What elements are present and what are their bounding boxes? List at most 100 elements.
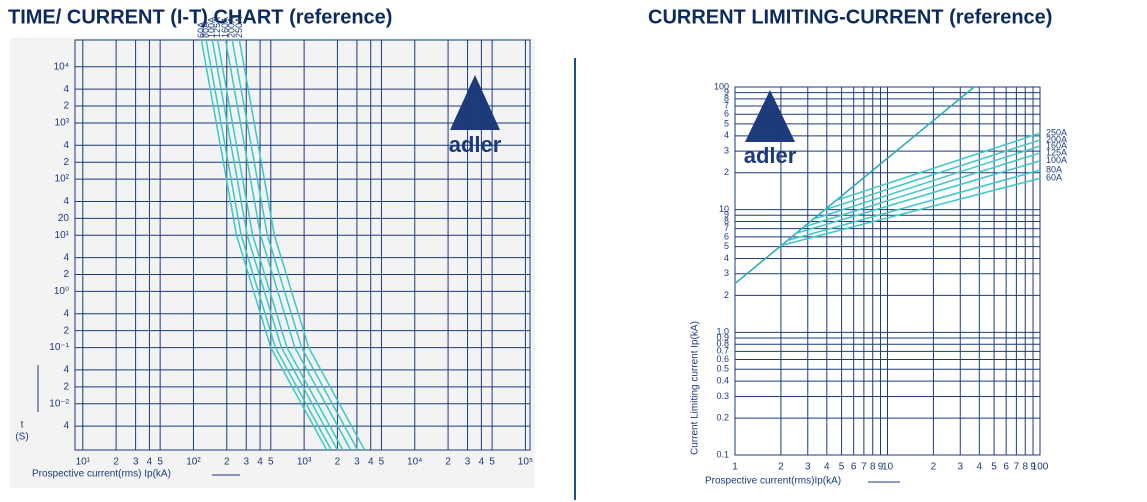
chart-title: TIME/ CURRENT (I-T) CHART (reference): [8, 6, 392, 28]
y-tick-label: 1.0: [716, 327, 729, 337]
series-line: [823, 139, 1041, 211]
y-tick-label: 4: [63, 421, 69, 432]
y-axis-unit: (S): [15, 432, 28, 443]
y-tick-label: 0.3: [716, 391, 729, 401]
x-tick-label: 5: [157, 457, 163, 468]
x-tick-label: 3: [957, 462, 963, 473]
y-axis-label: t: [21, 420, 24, 431]
y-tick-label: 4: [63, 308, 69, 319]
y-tick-label: 10: [719, 204, 729, 214]
x-tick-label: 3: [133, 457, 139, 468]
y-tick-label: 0.6: [716, 354, 729, 364]
y-tick-label: 7: [724, 100, 729, 110]
x-tick-label: 4: [147, 457, 153, 468]
y-tick-label: 100: [714, 81, 729, 91]
x-tick-label: 4: [479, 457, 485, 468]
y-tick-label: 2: [724, 290, 729, 300]
x-tick-label: 10²: [186, 457, 201, 468]
logo: adler: [744, 90, 797, 168]
chart-background: [10, 38, 535, 488]
y-tick-label: 8: [724, 216, 729, 226]
series-label: 125A: [212, 17, 222, 38]
y-tick-label: 5: [724, 118, 729, 128]
x-tick-label: 3: [354, 457, 360, 468]
y-tick-label: 4: [63, 84, 69, 95]
series-label: 100A: [1046, 155, 1067, 165]
y-tick-label: 2: [63, 325, 69, 336]
x-tick-label: 7: [861, 462, 867, 473]
y-axis-label: Current Limiting current Ip(kA): [690, 321, 701, 455]
x-tick-label: 3: [805, 462, 811, 473]
series-line: [834, 132, 1041, 202]
x-tick-label: 3: [243, 457, 249, 468]
x-axis-label: Prospective current(rms)Ip(kA): [705, 476, 841, 487]
y-tick-label: 20: [58, 213, 70, 224]
x-tick-label: 8: [1022, 462, 1028, 473]
x-tick-label: 2: [224, 457, 230, 468]
x-axis-label: Prospective current(rms) Ip(kA): [32, 469, 171, 480]
series-label: 60A: [196, 22, 206, 38]
y-tick-label: 2: [63, 381, 69, 392]
logo-text: adler: [744, 143, 797, 168]
y-tick-label: 9: [724, 87, 729, 97]
y-tick-label: 0.4: [716, 376, 729, 386]
x-tick-label: 10⁴: [407, 457, 422, 468]
y-tick-label: 0.5: [716, 364, 729, 374]
series-label: 100A: [207, 17, 217, 38]
y-tick-label: 7: [724, 223, 729, 233]
x-tick-label: 10: [882, 462, 894, 473]
x-tick-label: 2: [778, 462, 784, 473]
y-tick-label: 4: [63, 252, 69, 263]
logo: adler: [449, 75, 502, 157]
series-label: 80A: [1046, 165, 1062, 175]
x-tick-label: 3: [465, 457, 471, 468]
x-tick-label: 7: [1014, 462, 1020, 473]
series-label: 250A: [234, 17, 244, 38]
x-tick-label: 5: [839, 462, 845, 473]
series-line: [216, 39, 344, 451]
y-tick-label: 10¹: [55, 230, 70, 241]
x-tick-label: 9: [1030, 462, 1036, 473]
x-tick-label: 4: [257, 457, 263, 468]
y-tick-label: 2: [63, 101, 69, 112]
x-tick-label: 9: [878, 462, 884, 473]
series-label: 160A: [1046, 140, 1067, 150]
x-tick-label: 2: [445, 457, 451, 468]
x-tick-label: 5: [489, 457, 495, 468]
x-tick-label: 5: [268, 457, 274, 468]
x-tick-label: 2: [931, 462, 937, 473]
series-label: 160A: [220, 17, 230, 38]
x-tick-label: 10³: [297, 457, 312, 468]
x-tick-label: 5: [991, 462, 997, 473]
x-tick-label: 4: [824, 462, 830, 473]
series-line: [200, 39, 328, 451]
y-tick-label: 4: [63, 140, 69, 151]
y-tick-label: 10⁰: [54, 286, 69, 297]
x-tick-label: 10¹: [76, 457, 91, 468]
series-line: [211, 39, 339, 451]
series-line: [795, 160, 1041, 235]
series-label: 250A: [1046, 128, 1067, 138]
series-label: 200A: [227, 17, 237, 38]
series-line: [802, 152, 1041, 228]
y-tick-label: 6: [724, 109, 729, 119]
y-tick-label: 3: [724, 146, 729, 156]
y-tick-label: 0.9: [716, 332, 729, 342]
plot-area: [74, 39, 531, 451]
y-tick-label: 0.2: [716, 412, 729, 422]
x-tick-label: 100: [1032, 462, 1049, 473]
y-tick-label: 0.8: [716, 339, 729, 349]
series-line: [231, 39, 359, 451]
series-label: 80A: [200, 22, 210, 38]
y-tick-label: 4: [724, 253, 729, 263]
chart-title: CURRENT LIMITING-CURRENT (reference): [648, 6, 1052, 28]
x-tick-label: 1: [732, 462, 738, 473]
y-tick-label: 8: [724, 93, 729, 103]
y-tick-label: 2: [63, 269, 69, 280]
y-tick-label: 5: [724, 241, 729, 251]
series-label: 60A: [1046, 173, 1062, 183]
x-tick-label: 4: [368, 457, 374, 468]
y-tick-label: 6: [724, 231, 729, 241]
x-tick-label: 8: [870, 462, 876, 473]
